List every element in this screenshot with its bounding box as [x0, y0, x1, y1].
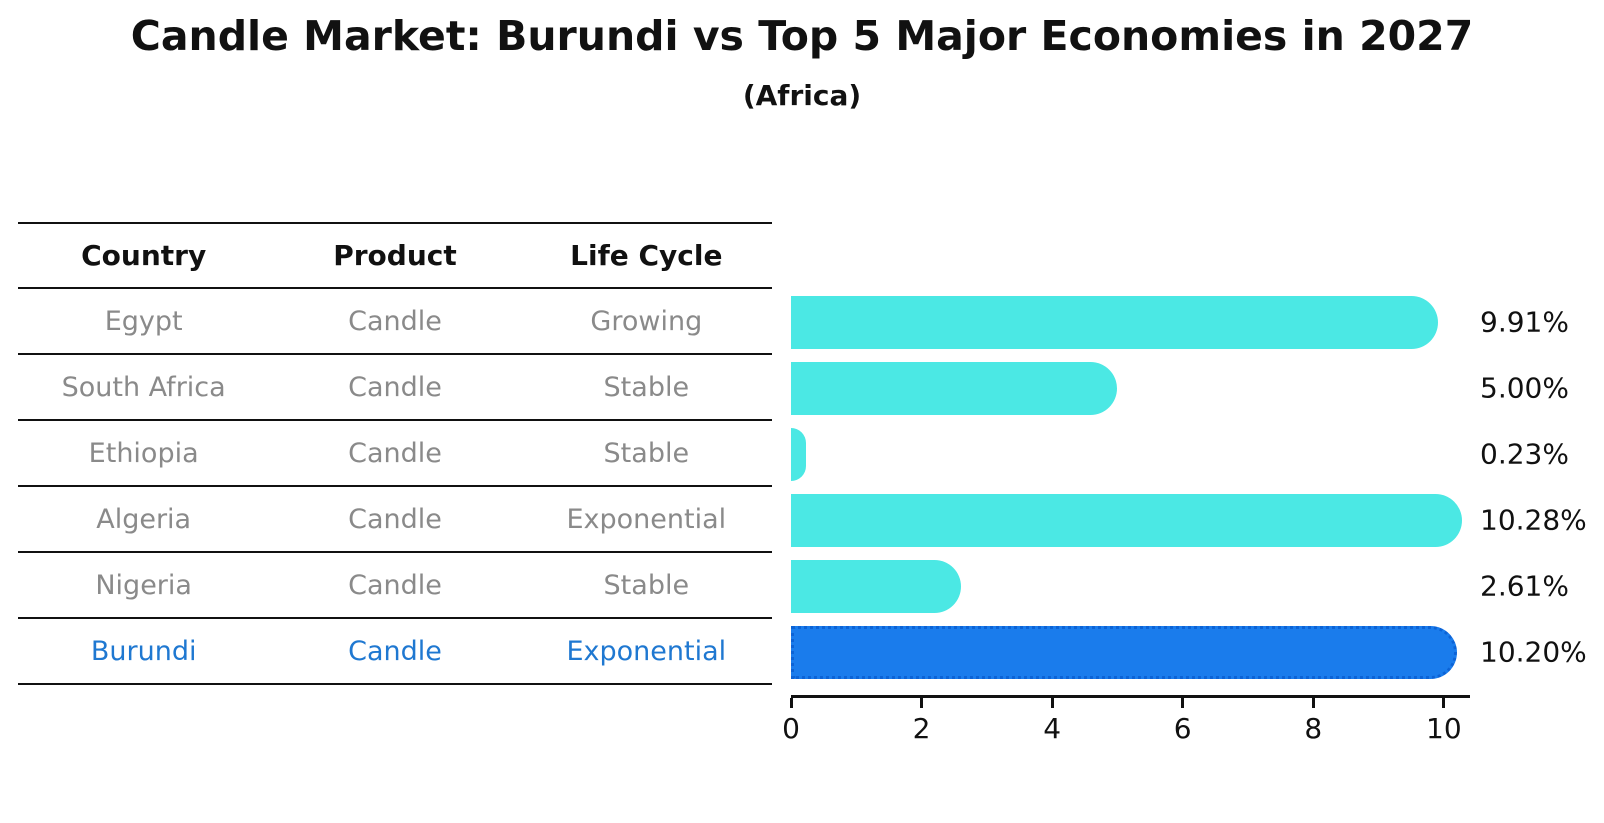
- column-header-product: Product: [333, 239, 457, 272]
- bar-algeria: [791, 493, 1463, 547]
- table-row-nigeria: Nigeria Candle Stable: [18, 553, 772, 619]
- value-label-ethiopia: 0.23%: [1480, 437, 1569, 471]
- table-cell: Candle: [348, 569, 442, 601]
- table-header-row: Country Product Life Cycle: [18, 222, 772, 289]
- bar-south-africa: [791, 361, 1118, 415]
- x-axis-tick-mark: [1311, 698, 1315, 708]
- table-cell: Egypt: [104, 305, 183, 337]
- table-row-burundi: Burundi Candle Exponential: [18, 619, 772, 685]
- x-axis-tick-label: 4: [1043, 712, 1062, 745]
- bar-plot-area: [791, 289, 1470, 685]
- x-axis-tick-label: 2: [912, 712, 931, 745]
- table-cell: Stable: [603, 569, 690, 601]
- x-axis-line: [791, 695, 1470, 698]
- value-label-south-africa: 5.00%: [1480, 371, 1569, 405]
- bar-nigeria: [791, 559, 962, 613]
- value-label-nigeria: 2.61%: [1480, 569, 1569, 603]
- table-body: Egypt Candle Growing South Africa Candle Stab…: [18, 289, 772, 685]
- table-cell: Stable: [603, 437, 690, 469]
- table-cell: Candle: [348, 371, 442, 403]
- table-cell: Exponential: [566, 635, 727, 667]
- x-axis-tick-label: 0: [782, 712, 800, 745]
- x-axis-tick-mark: [1181, 698, 1185, 708]
- table-cell: Stable: [603, 371, 690, 403]
- value-label-egypt: 9.91%: [1480, 305, 1569, 339]
- table-cell: Candle: [348, 635, 442, 667]
- x-axis-tick-mark: [1442, 698, 1446, 708]
- bar-row-egypt: [791, 289, 1470, 355]
- table-cell: Algeria: [96, 503, 192, 535]
- bar-egypt: [791, 295, 1438, 349]
- table-cell: Nigeria: [95, 569, 192, 601]
- table-row-egypt: Egypt Candle Growing: [18, 289, 772, 355]
- table-cell: Candle: [348, 305, 442, 337]
- table-cell: Exponential: [566, 503, 727, 535]
- data-table: Country Product Life Cycle Egypt Candle Gr…: [18, 222, 772, 685]
- bar-row-ethiopia: [791, 421, 1470, 487]
- table-cell: Candle: [348, 437, 442, 469]
- x-axis-tick-mark: [920, 698, 924, 708]
- table-row-ethiopia: Ethiopia Candle Stable: [18, 421, 772, 487]
- x-axis-tick-mark: [789, 698, 793, 708]
- table-row-south-africa: South Africa Candle Stable: [18, 355, 772, 421]
- table-cell: Burundi: [90, 635, 197, 667]
- column-header-country: Country: [81, 239, 207, 272]
- bar-row-algeria: [791, 487, 1470, 553]
- value-label-algeria: 10.28%: [1480, 503, 1587, 537]
- chart-subtitle: (Africa): [742, 79, 862, 112]
- table-row-algeria: Algeria Candle Exponential: [18, 487, 772, 553]
- table-cell: Growing: [590, 305, 703, 337]
- column-header-life-cycle: Life Cycle: [570, 239, 723, 272]
- chart-title: Candle Market: Burundi vs Top 5 Major Ec…: [130, 12, 1474, 60]
- table-cell: Candle: [348, 503, 442, 535]
- bar-row-burundi: [791, 619, 1470, 685]
- bar-burundi: [791, 625, 1457, 679]
- bar-row-nigeria: [791, 553, 1470, 619]
- x-axis-tick-label: 10: [1426, 712, 1462, 745]
- bar-row-south-africa: [791, 355, 1470, 421]
- bar-ethiopia: [791, 427, 807, 481]
- x-axis-tick-mark: [1050, 698, 1054, 708]
- table-cell: Ethiopia: [88, 437, 199, 469]
- table-cell: South Africa: [61, 371, 226, 403]
- value-label-burundi: 10.20%: [1480, 635, 1587, 669]
- x-axis-tick-label: 8: [1304, 712, 1323, 745]
- x-axis-tick-label: 6: [1173, 712, 1192, 745]
